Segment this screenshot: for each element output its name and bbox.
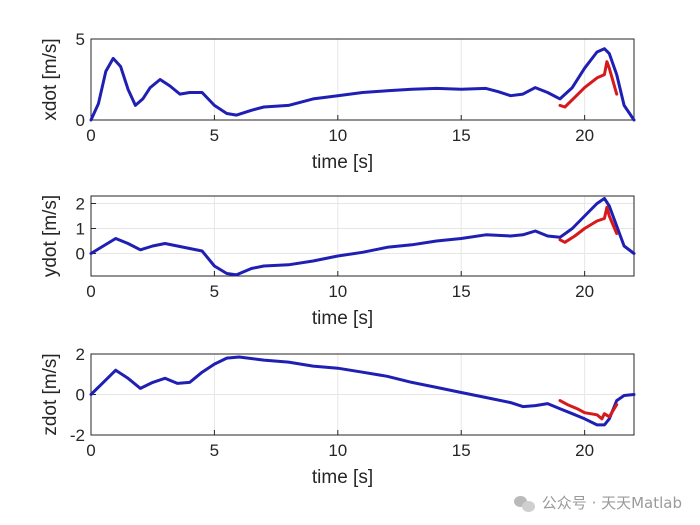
y-tick-label: 0 <box>76 245 85 264</box>
x-tick-label: 5 <box>210 441 219 460</box>
x-tick-label: 10 <box>328 441 347 460</box>
x-tick-label: 20 <box>575 441 594 460</box>
y-axis-label: zdot [m/s] <box>40 353 61 435</box>
x-tick-label: 20 <box>575 126 594 145</box>
y-tick-label: 0 <box>76 386 85 405</box>
y-tick-label: 2 <box>76 345 85 364</box>
x-tick-label: 15 <box>452 282 471 301</box>
x-tick-label: 15 <box>452 441 471 460</box>
y-tick-label: 1 <box>76 220 85 239</box>
series-line-reference <box>89 355 636 427</box>
series-line-reference <box>89 47 636 122</box>
x-tick-label: 0 <box>86 282 95 301</box>
y-axis-label: xdot [m/s] <box>40 38 61 120</box>
x-tick-label: 15 <box>452 126 471 145</box>
x-tick-label: 20 <box>575 282 594 301</box>
axes-box <box>90 38 635 121</box>
x-tick-label: 0 <box>86 126 95 145</box>
series-line-measured <box>558 399 619 421</box>
y-tick-label: 0 <box>76 111 85 130</box>
axes-box <box>90 195 635 277</box>
watermark: 公众号 · 天天Matlab <box>513 492 682 513</box>
y-tick-label: -2 <box>70 426 85 445</box>
x-axis-label: time [s] <box>312 152 373 173</box>
series-line-measured <box>558 205 619 244</box>
y-tick-label: 5 <box>76 30 85 49</box>
y-axis-label: ydot [m/s] <box>40 195 61 277</box>
x-axis-label: time [s] <box>312 467 373 488</box>
x-tick-label: 5 <box>210 126 219 145</box>
x-tick-label: 0 <box>86 441 95 460</box>
series-line-measured <box>558 60 619 109</box>
y-tick-label: 2 <box>76 195 85 214</box>
x-tick-label: 10 <box>328 126 347 145</box>
series-line-reference <box>89 197 636 277</box>
x-axis-label: time [s] <box>312 308 373 329</box>
watermark-text: 公众号 · 天天Matlab <box>541 494 682 512</box>
subplot-xdot: 0 5 10 15 20 0 5 time [s] xdot [m/s] <box>40 30 636 173</box>
subplot-ydot: 0 5 10 15 20 0 1 2 time [s] ydot [m/s] <box>40 195 636 329</box>
wechat-icon <box>513 494 536 512</box>
x-tick-label: 5 <box>210 282 219 301</box>
x-tick-label: 10 <box>328 282 347 301</box>
